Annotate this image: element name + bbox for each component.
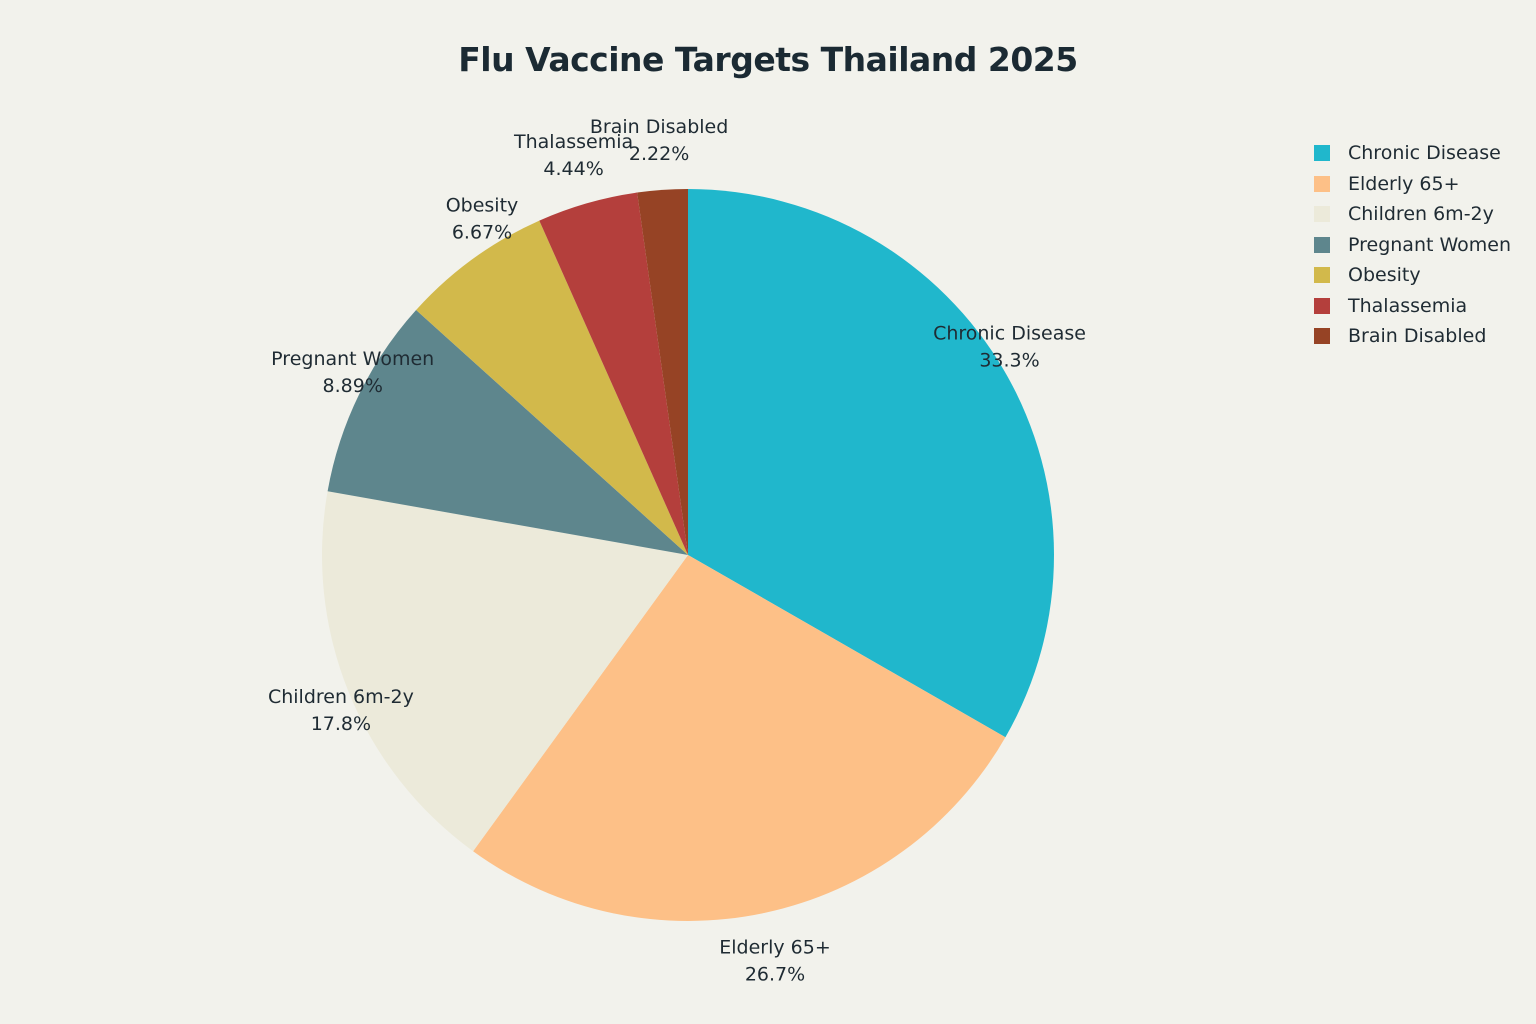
- slice-percent-elderly-65: 26.7%: [745, 964, 805, 986]
- pie-slice-chronic-disease: [688, 189, 1054, 738]
- legend-item-obesity[interactable]: Obesity: [1314, 260, 1511, 291]
- slice-label-elderly-65: Elderly 65+: [719, 937, 831, 959]
- pie-slice-pregnant-women: [327, 310, 688, 555]
- legend-swatch: [1314, 236, 1330, 253]
- legend-swatch: [1314, 145, 1330, 162]
- slice-percent-thalassemia: 4.44%: [543, 158, 603, 180]
- slice-percent-pregnant-women: 8.89%: [323, 375, 383, 397]
- legend-swatch: [1314, 267, 1330, 284]
- chart-title: Flu Vaccine Targets Thailand 2025: [458, 40, 1078, 79]
- legend-label: Chronic Disease: [1348, 142, 1501, 165]
- legend: Chronic Disease Elderly 65+ Children 6m-2y…: [1314, 138, 1511, 352]
- slice-percent-children-6m-2y: 17.8%: [311, 713, 371, 735]
- pie-slice-children-6m-2y: [322, 491, 688, 852]
- legend-item-brain-disabled[interactable]: Brain Disabled: [1314, 321, 1511, 352]
- slice-label-brain-disabled: Brain Disabled: [590, 116, 728, 138]
- legend-label: Pregnant Women: [1348, 233, 1512, 256]
- slice-label-children-6m-2y: Children 6m-2y: [268, 686, 414, 708]
- legend-item-children-6m-2y[interactable]: Children 6m-2y: [1314, 199, 1511, 230]
- slice-label-pregnant-women: Pregnant Women: [271, 348, 434, 370]
- legend-item-elderly-65[interactable]: Elderly 65+: [1314, 169, 1511, 200]
- pie-slice-elderly-65: [473, 555, 1006, 921]
- legend-swatch: [1314, 328, 1330, 345]
- legend-label: Brain Disabled: [1348, 325, 1487, 348]
- legend-item-chronic-disease[interactable]: Chronic Disease: [1314, 138, 1511, 169]
- legend-item-thalassemia[interactable]: Thalassemia: [1314, 291, 1511, 322]
- legend-label: Children 6m-2y: [1348, 203, 1494, 226]
- slice-label-chronic-disease: Chronic Disease: [933, 322, 1086, 344]
- legend-label: Elderly 65+: [1348, 172, 1460, 195]
- legend-swatch: [1314, 175, 1330, 192]
- pie-slice-brain-disabled: [637, 189, 688, 555]
- slice-label-obesity: Obesity: [446, 194, 519, 216]
- slice-percent-obesity: 6.67%: [452, 221, 512, 243]
- legend-swatch: [1314, 206, 1330, 223]
- slice-label-thalassemia: Thalassemia: [513, 131, 633, 153]
- legend-swatch: [1314, 297, 1330, 314]
- legend-label: Thalassemia: [1348, 294, 1468, 317]
- pie-slice-thalassemia: [539, 192, 688, 556]
- slice-percent-chronic-disease: 33.3%: [979, 349, 1039, 371]
- pie-slice-obesity: [416, 220, 688, 555]
- slice-percent-brain-disabled: 2.22%: [629, 143, 689, 165]
- legend-label: Obesity: [1348, 264, 1421, 287]
- legend-item-pregnant-women[interactable]: Pregnant Women: [1314, 230, 1511, 261]
